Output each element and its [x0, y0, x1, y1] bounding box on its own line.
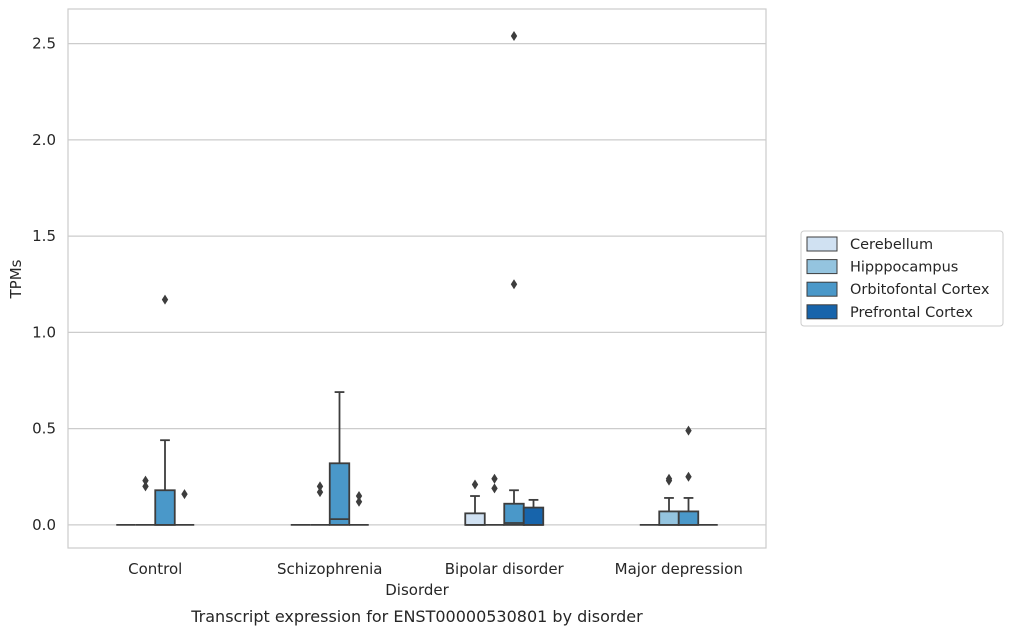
y-tick-label: 1.5: [32, 227, 56, 245]
box: [328, 462, 351, 526]
x-tick-labels: Control Schizophrenia Bipolar disorder Majo…: [128, 560, 743, 578]
x-tick-label: Control: [128, 560, 182, 578]
x-tick-label: Schizophrenia: [277, 560, 382, 578]
box-0-1: [135, 475, 156, 526]
box: [154, 489, 176, 526]
legend-swatch: [806, 304, 838, 320]
box-3-1: [658, 473, 680, 526]
outlier-point: [355, 491, 363, 502]
outlier-point: [491, 483, 498, 494]
plot-frame: [67, 8, 767, 549]
box: [522, 506, 545, 526]
box-plots: [116, 30, 718, 526]
box-3-2: [677, 425, 700, 526]
y-tick-label: 0.5: [32, 420, 56, 438]
chart-caption: Transcript expression for ENST0000053080…: [190, 607, 643, 626]
y-tick-label: 2.0: [32, 131, 56, 149]
box-1-1: [310, 481, 330, 526]
box-1-2: [328, 391, 351, 526]
box: [658, 510, 680, 526]
outlier-point: [491, 473, 498, 484]
outlier-point: [181, 489, 188, 500]
outlier-point: [316, 481, 324, 492]
box: [503, 502, 525, 526]
x-axis-label: Disorder: [385, 581, 449, 599]
legend-label: Prefrontal Cortex: [850, 305, 973, 321]
legend-label: Hipppocampus: [850, 260, 958, 276]
outlier-point: [316, 487, 324, 498]
outlier-point: [161, 294, 169, 305]
x-tick-label: Major depression: [615, 560, 743, 578]
y-tick-label: 1.0: [32, 323, 56, 341]
box-0-3: [174, 489, 195, 526]
x-tick-label: Bipolar disorder: [445, 560, 565, 578]
outlier-point: [355, 496, 363, 507]
box-0-2: [154, 294, 176, 526]
outlier-point: [665, 473, 673, 484]
y-tick-label: 0.0: [32, 516, 56, 534]
outlier-point: [685, 471, 692, 482]
box-2-2: [503, 30, 525, 526]
outlier-point: [685, 425, 692, 436]
box-2-0: [464, 479, 486, 526]
outlier-point: [471, 479, 479, 490]
legend-swatch: [806, 236, 838, 252]
y-tick-label: 2.5: [32, 35, 56, 53]
outlier-point: [142, 481, 149, 492]
legend-swatch: [806, 281, 838, 297]
outlier-point: [142, 475, 149, 486]
outlier-point: [510, 30, 518, 41]
grid-lines: [68, 43, 766, 526]
legend-swatch: [806, 259, 838, 275]
y-axis-label: TPMs: [7, 259, 25, 299]
legend-label: Cerebellum: [850, 237, 933, 253]
box-2-1: [484, 473, 505, 526]
outlier-point: [510, 279, 518, 290]
legend-label: Orbitofontal Cortex: [850, 282, 990, 298]
box: [464, 512, 486, 526]
y-tick-labels: 0.0 0.5 1.0 1.5 2.0 2.5: [32, 35, 56, 534]
box-1-3: [349, 491, 369, 526]
box-2-3: [522, 498, 545, 526]
legend-frame: [800, 230, 1004, 327]
legend: Cerebellum Hipppocampus Orbitofontal Corte…: [800, 230, 1004, 327]
box: [677, 510, 700, 526]
